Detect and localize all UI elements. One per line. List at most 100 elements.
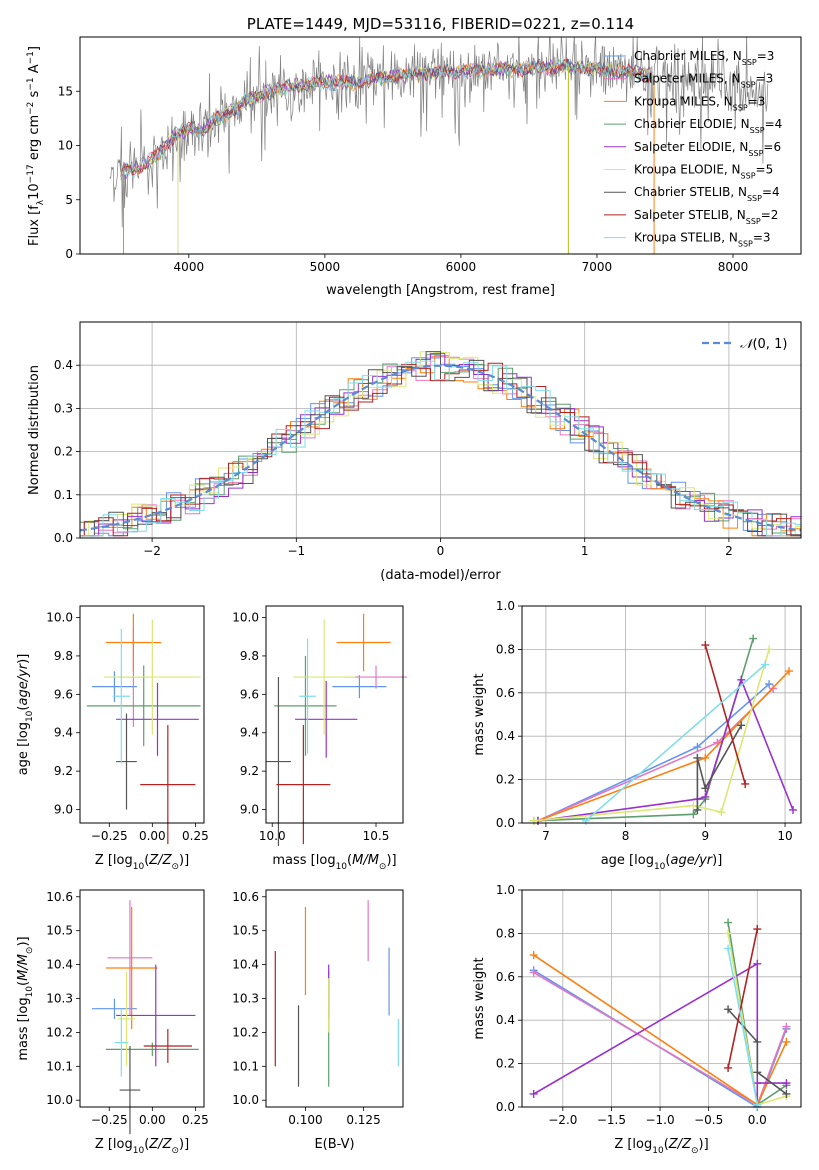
x-tick-label: 10.5 [363,829,390,843]
weight-series-line [533,638,754,822]
legend-label: Chabrier ELODIE, NSSP=4 [634,117,782,135]
x-tick-label: 5000 [310,260,341,274]
weight-marker [689,801,698,810]
x-tick-label: 2 [725,544,733,558]
y-tick-label: 10.6 [232,890,259,904]
y-tick-label: 0.1 [54,488,73,502]
y-tick-label: 9.6 [54,687,73,701]
x-tick-label: 7 [542,829,550,843]
residual-histogram [80,360,801,537]
weight-marker [749,634,758,643]
weight-marker [724,929,733,938]
legend-label: 𝒩(0, 1) [740,337,787,352]
spectrum-panel: 4000 5000 6000 7000 8000 0 5 10 15 PLATE=1449, MJ… [26,15,802,298]
weight-marker [693,743,702,752]
y-tick-label: 10.1 [46,1059,73,1073]
y-tick-label: 10.4 [46,958,73,972]
weight-marker [765,680,774,689]
y-tick-label: 9.4 [54,726,73,740]
weight-marker [724,1063,733,1072]
weight-marker [689,810,698,819]
y-tick-label: 10.4 [232,958,259,972]
y-tick-label: 10.5 [232,924,259,938]
weight-marker [724,918,733,927]
weight-vs-age-y-label: mass weight [472,673,487,755]
weight-marker [782,1037,791,1046]
weight-marker [789,805,798,814]
weight-marker [701,753,710,762]
y-tick-label: 0.8 [496,642,515,656]
weight-marker [529,1089,538,1098]
x-tick-label: 9 [702,829,710,843]
mass-vs-Z-panel: −0.25 0.00 0.25 10.0 10.1 10.2 10.3 10.4 10.5 10.… [16,889,209,1156]
x-tick-label: 0.0 [748,1113,767,1127]
x-tick-label: 0.25 [182,829,209,843]
y-tick-label: 9.4 [240,726,259,740]
axes-border [521,605,802,824]
y-tick-label: 0.6 [496,686,515,700]
weight-series-line [727,928,759,1069]
x-tick-label: 0.00 [139,829,166,843]
y-tick-label: 10.0 [46,1093,73,1107]
weight-marker [782,1079,791,1088]
mass-vs-EBV-x-label: E(B-V) [314,1137,354,1152]
x-tick-label: 4000 [174,260,205,274]
spectrum-title: PLATE=1449, MJD=53116, FIBERID=0221, z=0… [247,15,634,33]
legend-label: Salpeter ELODIE, NSSP=6 [634,140,781,158]
x-tick-label: −1.0 [645,1113,674,1127]
weight-series-line [533,962,787,1105]
x-tick-label: 10 [777,829,792,843]
y-tick-label: 10.2 [46,1025,73,1039]
legend-label: Salpeter MILES, NSSP=3 [634,72,773,90]
age-vs-mass-panel: 10.0 10.5 9.0 9.2 9.4 9.6 9.8 10.0 mass [log10(M… [232,605,408,872]
weight-vs-Z-x-label: Z [log10(Z/Z⊙)] [614,1137,708,1156]
spectrum-y-label: Flux [fλ10−17 erg cm−2 s−1 A−1] [26,46,46,246]
weight-marker [717,808,726,817]
x-tick-label: 6000 [446,260,477,274]
weight-marker [753,925,762,934]
weight-marker [737,721,746,730]
weight-marker [529,816,538,825]
x-tick-label: −1 [287,544,305,558]
age-vs-Z-panel: −0.25 0.00 0.25 9.0 9.2 9.4 9.6 9.8 10.0 Z [log10… [16,605,209,872]
model-spectrum-line [120,59,652,180]
gaussian-curve [80,364,801,532]
weight-marker [693,753,702,762]
residuals-plot-area [80,351,801,537]
weight-vs-Z-y-label: mass weight [472,957,487,1039]
spectrum-plot-area [109,37,769,254]
weight-marker [761,660,770,669]
spectrum-legend: Chabrier MILES, NSSP=3 Salpeter MILES, NS… [604,49,782,248]
x-tick-label: −0.25 [91,1113,128,1127]
y-tick-label: 10.2 [232,1025,259,1039]
x-tick-label: 0 [437,544,445,558]
axes-border [265,605,404,824]
y-tick-label: 10.3 [46,992,73,1006]
y-tick-label: 10.3 [232,992,259,1006]
weight-marker [724,1005,733,1014]
legend-label: Kroupa STELIB, NSSP=3 [634,231,771,249]
legend-label: Kroupa ELODIE, NSSP=5 [634,163,773,181]
axes-border [265,889,404,1108]
x-tick-label: 8 [622,829,630,843]
weight-marker [701,784,710,793]
y-tick-label: 0.4 [496,729,515,743]
y-tick-label: 10.0 [232,611,259,625]
y-tick-label: 10.0 [232,1093,259,1107]
axes-border [521,889,802,1108]
weight-marker [693,805,702,814]
x-tick-label: −0.25 [91,829,128,843]
legend-label: Chabrier MILES, NSSP=3 [634,49,774,67]
weight-marker [724,944,733,953]
weight-marker [753,959,762,968]
x-tick-label: 8000 [718,260,749,274]
y-tick-label: 0.0 [496,816,515,830]
y-tick-label: 0.6 [496,970,515,984]
model-spectrum-line [120,58,652,178]
y-tick-label: 0.2 [54,445,73,459]
y-tick-label: 10 [58,139,73,153]
legend-label: Kroupa MILES, NSSP=3 [634,94,765,112]
y-tick-label: 9.8 [240,649,259,663]
residual-histogram [80,362,801,537]
axes-border [79,605,205,824]
